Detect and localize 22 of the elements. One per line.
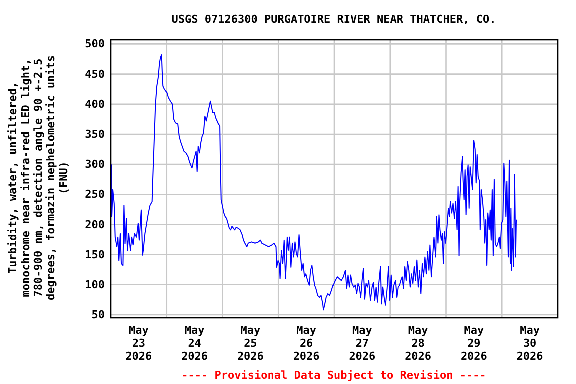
y-tick-label: 100 — [85, 278, 105, 292]
y-tick-label: 500 — [85, 38, 105, 51]
y-axis-title: Turbidity, water, unfiltered, monochrome near infra-red LED light, 780-900 nm, detection angle 90 +-2.5 degrees, formazin nephelometric units (FNU) — [6, 55, 70, 301]
x-tick-label: May 29 2026 — [460, 324, 488, 363]
y-tick-label: 300 — [85, 158, 105, 172]
y-tick-label: 450 — [85, 68, 105, 81]
y-tick-label: 150 — [85, 248, 105, 262]
x-tick-label: May 27 2026 — [349, 324, 376, 363]
x-tick-label: May 26 2026 — [293, 324, 320, 363]
y-tick-label: 250 — [85, 188, 105, 202]
y-tick-label: 200 — [85, 218, 105, 232]
chart-title: USGS 07126300 PURGATOIRE RIVER NEAR THATCHER, CO. — [172, 13, 496, 26]
y-tick-label: 400 — [85, 98, 105, 111]
y-tick-label: 350 — [85, 128, 105, 141]
x-tick-label: May 30 2026 — [516, 324, 544, 363]
x-tick-label: May 24 2026 — [182, 324, 208, 363]
text: ---- Provisional Data Subject to Revision ---- — [182, 369, 486, 382]
x-tick-label: May 25 2026 — [237, 324, 264, 363]
x-tick-label: May 23 2026 — [126, 324, 153, 363]
y-tick-label: 50 — [92, 308, 105, 322]
line-series — [110, 54, 518, 311]
x-tick-label: May 28 2026 — [405, 324, 432, 363]
